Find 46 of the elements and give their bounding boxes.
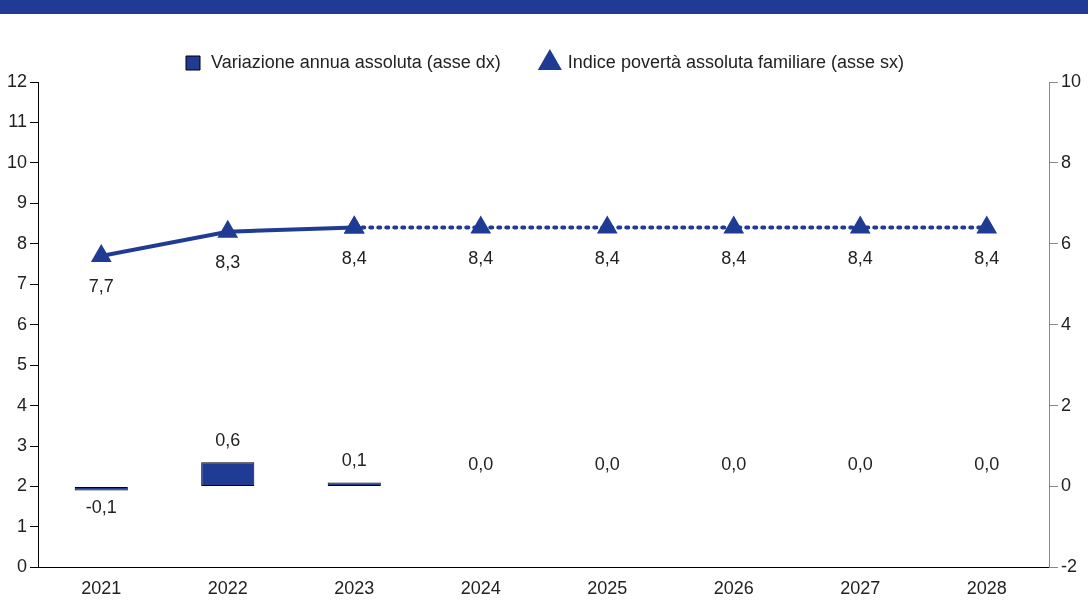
x-tick-label: 2025	[587, 578, 628, 599]
legend-label: Indice povertà assoluta familiare (asse sx)	[567, 51, 904, 72]
y-tick-label: 1	[17, 515, 28, 536]
y2-tick-label: 8	[1060, 151, 1071, 172]
data-label: 8,4	[594, 247, 620, 268]
data-label: 8,4	[974, 247, 1000, 268]
x-tick-label: 2027	[840, 578, 881, 599]
data-label: 8,4	[847, 247, 873, 268]
legend-label: Variazione annua assoluta (asse dx)	[211, 51, 501, 72]
x-tick-label: 2023	[334, 578, 375, 599]
data-label: 8,3	[215, 251, 241, 272]
y2-tick-label: 4	[1060, 313, 1071, 334]
x-tick-label: 2021	[81, 578, 122, 599]
data-label: 0,1	[341, 450, 367, 471]
data-label: 0,0	[847, 454, 873, 475]
y2-tick-label: 0	[1060, 475, 1071, 496]
y2-tick-label: 10	[1060, 70, 1082, 91]
x-tick-label: 2028	[966, 578, 1007, 599]
y-tick-label: 6	[17, 313, 28, 334]
x-tick-label: 2022	[207, 578, 248, 599]
y-tick-label: 8	[17, 232, 28, 253]
data-label: 0,0	[594, 454, 620, 475]
y-tick-label: 2	[17, 475, 28, 496]
y-tick-label: 11	[8, 111, 28, 132]
y-tick-label: 10	[6, 151, 28, 172]
data-label: 7,7	[88, 275, 114, 296]
y-tick-label: 7	[17, 273, 28, 294]
y-tick-label: 3	[17, 435, 28, 456]
x-tick-label: 2026	[713, 578, 754, 599]
data-label: 8,4	[468, 247, 494, 268]
y-tick-label: 9	[17, 192, 28, 213]
y2-tick-label: -2	[1060, 556, 1077, 577]
y2-tick-label: 6	[1060, 232, 1071, 253]
data-label: 0,0	[974, 454, 1000, 475]
y2-tick-label: 2	[1060, 394, 1071, 415]
data-label: -0,1	[85, 496, 117, 517]
data-label: 8,4	[721, 247, 747, 268]
x-tick-label: 2024	[460, 578, 501, 599]
y-tick-label: 5	[17, 354, 28, 375]
y-tick-label: 4	[17, 394, 28, 415]
data-label: 0,6	[215, 430, 241, 451]
data-label: 0,0	[468, 454, 494, 475]
data-label: 8,4	[341, 247, 367, 268]
data-label: 0,0	[721, 454, 747, 475]
y-tick-label: 0	[17, 556, 28, 577]
y-tick-label: 12	[6, 70, 28, 91]
